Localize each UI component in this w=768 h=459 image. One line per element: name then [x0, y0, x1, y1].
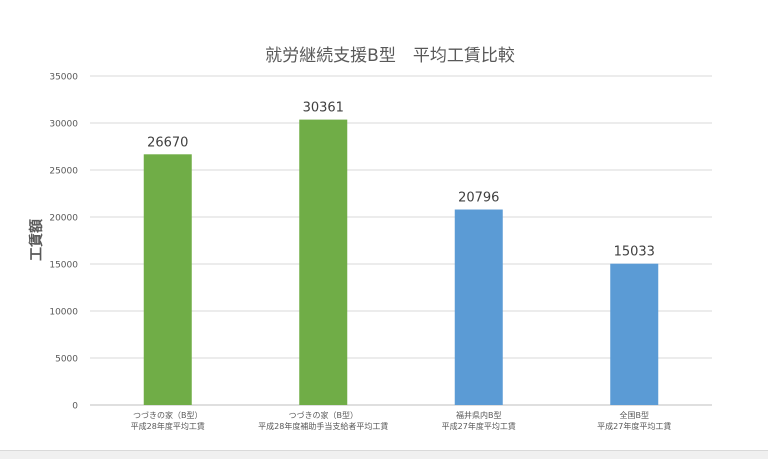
bar	[143, 154, 192, 405]
data-label: 30361	[303, 101, 344, 116]
x-tick-label: 平成27年度平均工賃	[442, 421, 516, 431]
bars	[143, 119, 659, 405]
x-tick-label: つづきの家（B型）	[289, 410, 359, 420]
y-tick-label: 0	[72, 402, 78, 412]
y-tick-label: 25000	[49, 167, 78, 177]
window-bottom-strip	[0, 450, 768, 459]
y-tick-labels: 0 5000 10000 15000 20000 25000 30000 35000	[49, 73, 78, 412]
x-tick-labels: つづきの家（B型）平成28年度平均工賃つづきの家（B型）平成28年度補助手当支給…	[131, 410, 672, 431]
x-tick-label: 平成27年度平均工賃	[597, 421, 671, 431]
x-tick-label: 福井県内B型	[456, 410, 502, 420]
data-label: 20796	[458, 191, 499, 206]
data-label: 15033	[614, 245, 655, 260]
y-tick-label: 10000	[49, 308, 78, 318]
bar	[610, 263, 659, 405]
y-tick-label: 5000	[55, 355, 78, 365]
bar	[454, 209, 503, 405]
x-tick-label: つづきの家（B型）	[133, 410, 203, 420]
y-tick-label: 35000	[49, 73, 78, 83]
y-tick-label: 30000	[49, 120, 78, 130]
x-tick-label: 平成28年度平均工賃	[131, 421, 205, 431]
gridlines	[90, 75, 712, 406]
y-tick-label: 20000	[49, 214, 78, 224]
y-tick-label: 15000	[49, 261, 78, 271]
data-label: 26670	[147, 135, 188, 150]
bar	[299, 119, 348, 405]
x-tick-label: 平成28年度補助手当支給者平均工賃	[258, 421, 388, 431]
data-labels: 26670 30361 20796 15033	[147, 101, 655, 260]
chart-title: 就労継続支援B型 平均工賃比較	[265, 46, 515, 66]
y-axis-label: 工賃額	[28, 219, 45, 261]
x-tick-label: 全国B型	[620, 410, 650, 420]
